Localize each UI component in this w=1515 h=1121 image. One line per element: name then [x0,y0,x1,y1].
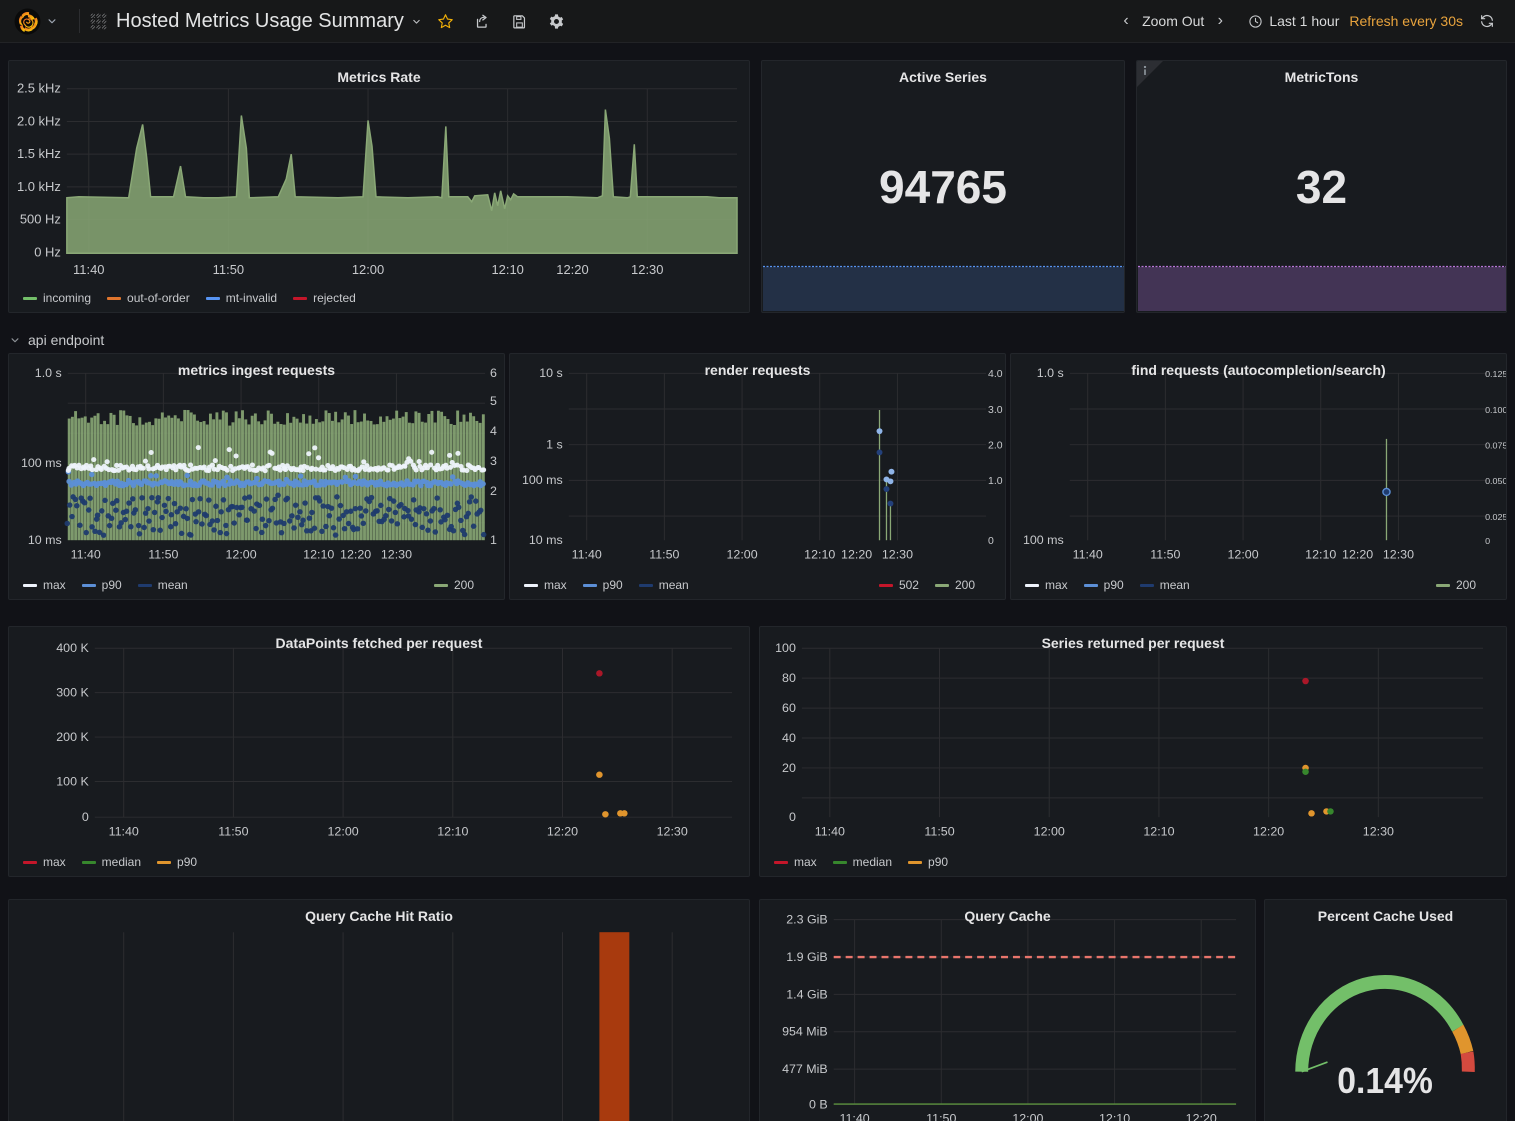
svg-text:0 B: 0 B [809,1098,828,1112]
svg-text:1.0: 1.0 [988,476,1003,487]
svg-text:60: 60 [782,701,796,715]
svg-text:5: 5 [490,394,497,408]
svg-text:1.0 kHz: 1.0 kHz [17,179,61,194]
svg-text:0.100: 0.100 [1485,405,1506,415]
svg-text:12:00: 12:00 [225,548,256,562]
svg-text:11:50: 11:50 [1150,548,1180,562]
svg-text:12:30: 12:30 [1383,548,1414,562]
svg-text:12:20: 12:20 [340,548,371,562]
svg-text:11:50: 11:50 [924,825,954,839]
svg-text:12:20: 12:20 [841,548,872,562]
svg-text:11:40: 11:40 [109,825,139,839]
svg-text:0.075: 0.075 [1485,441,1506,451]
svg-text:12:10: 12:10 [1143,825,1174,839]
svg-text:500 Hz: 500 Hz [20,212,61,227]
svg-text:80: 80 [782,671,796,685]
svg-text:2: 2 [490,484,497,498]
svg-text:100 K: 100 K [56,775,89,789]
svg-text:12:00: 12:00 [328,825,359,839]
svg-text:2.0 kHz: 2.0 kHz [17,113,61,128]
svg-text:12:30: 12:30 [657,825,688,839]
svg-text:11:40: 11:40 [840,1111,870,1121]
svg-text:6: 6 [490,366,497,380]
svg-text:12:30: 12:30 [882,548,913,562]
svg-text:0: 0 [82,810,89,824]
svg-text:12:20: 12:20 [547,825,578,839]
svg-text:11:40: 11:40 [73,262,104,277]
svg-text:1 s: 1 s [546,438,563,452]
svg-text:11:50: 11:50 [148,548,178,562]
svg-text:11:50: 11:50 [926,1111,956,1121]
svg-text:12:10: 12:10 [1099,1111,1130,1121]
svg-text:11:50: 11:50 [213,262,244,277]
svg-text:0.025: 0.025 [1485,512,1506,522]
svg-text:1.9 GiB: 1.9 GiB [786,950,827,964]
svg-text:100: 100 [775,641,796,655]
svg-text:0.14%: 0.14% [1337,1061,1433,1102]
svg-text:12:30: 12:30 [381,548,412,562]
svg-text:12:00: 12:00 [1012,1111,1043,1121]
svg-text:12:10: 12:10 [437,825,468,839]
svg-text:100 ms: 100 ms [522,473,563,487]
svg-text:1.0 s: 1.0 s [35,366,62,380]
svg-text:4.0: 4.0 [988,369,1003,380]
svg-text:2.3 GiB: 2.3 GiB [786,913,827,927]
svg-text:300 K: 300 K [56,686,89,700]
svg-text:12:20: 12:20 [1186,1111,1217,1121]
svg-text:20: 20 [782,761,796,775]
svg-text:100 ms: 100 ms [21,456,62,470]
svg-text:2.0: 2.0 [988,441,1003,452]
svg-text:12:20: 12:20 [556,262,588,277]
svg-text:0.125: 0.125 [1485,369,1506,379]
svg-text:11:40: 11:40 [572,548,602,562]
svg-text:10 ms: 10 ms [529,533,563,547]
svg-text:2.5 kHz: 2.5 kHz [17,81,61,96]
svg-text:0: 0 [1485,536,1490,546]
svg-text:12:00: 12:00 [352,262,384,277]
svg-text:1: 1 [490,533,497,547]
svg-text:400 K: 400 K [56,641,89,655]
svg-text:1.0 s: 1.0 s [1037,366,1064,380]
svg-text:12:00: 12:00 [1227,548,1258,562]
svg-text:12:00: 12:00 [726,548,757,562]
svg-text:12:00: 12:00 [1034,825,1065,839]
svg-text:11:50: 11:50 [218,825,248,839]
svg-text:100 ms: 100 ms [1023,533,1064,547]
svg-text:12:20: 12:20 [1253,825,1284,839]
svg-text:12:30: 12:30 [1363,825,1394,839]
svg-text:1.4 GiB: 1.4 GiB [786,987,827,1001]
svg-text:1.5 kHz: 1.5 kHz [17,146,61,161]
svg-text:0: 0 [789,810,796,824]
svg-text:10 s: 10 s [539,366,563,380]
svg-text:11:40: 11:40 [71,548,101,562]
svg-text:11:40: 11:40 [1073,548,1103,562]
svg-text:12:10: 12:10 [491,262,523,277]
svg-text:954 MiB: 954 MiB [782,1025,828,1039]
svg-text:12:10: 12:10 [303,548,334,562]
svg-text:12:10: 12:10 [1305,548,1336,562]
svg-text:10 ms: 10 ms [28,533,62,547]
svg-text:40: 40 [782,731,796,745]
svg-text:0.050: 0.050 [1485,476,1506,486]
svg-text:0 Hz: 0 Hz [34,244,61,259]
svg-text:12:10: 12:10 [804,548,835,562]
svg-text:11:40: 11:40 [815,825,845,839]
svg-text:11:50: 11:50 [649,548,679,562]
svg-text:3: 3 [490,454,497,468]
svg-text:12:30: 12:30 [631,262,663,277]
svg-text:200 K: 200 K [56,730,89,744]
svg-text:4: 4 [490,424,497,438]
svg-text:3.0: 3.0 [988,405,1003,416]
svg-text:477 MiB: 477 MiB [782,1062,828,1076]
svg-text:12:20: 12:20 [1342,548,1373,562]
svg-text:0: 0 [988,536,994,547]
